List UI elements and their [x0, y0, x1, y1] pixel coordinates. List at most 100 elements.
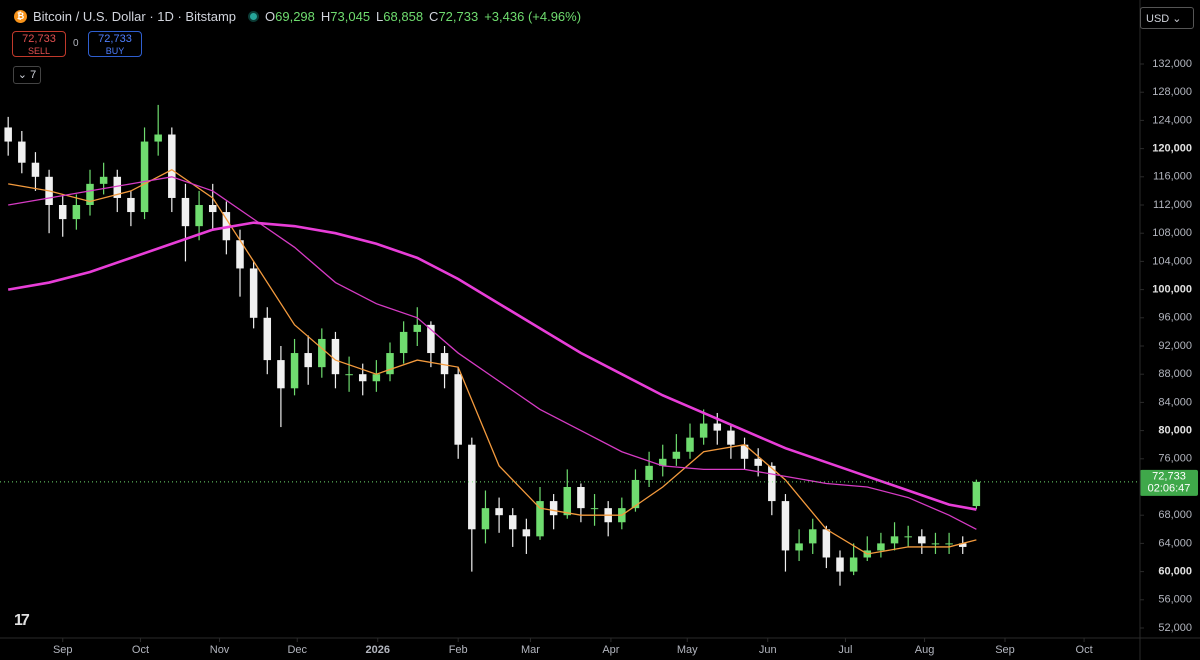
ohlc-value: 72,733: [438, 9, 479, 24]
candle-body: [686, 437, 694, 452]
candle-body: [918, 536, 926, 544]
ohlc-key: L: [376, 9, 384, 24]
x-tick-label: Mar: [521, 644, 540, 656]
ohlc-value: 73,045: [330, 9, 371, 24]
candle-body: [495, 508, 503, 516]
x-tick-label: Sep: [995, 644, 1015, 656]
y-tick-label: 80,000: [1158, 425, 1192, 437]
candle-body: [31, 162, 40, 177]
spread: 0: [73, 38, 79, 49]
candle-body: [154, 134, 162, 142]
y-tick-label: 52,000: [1158, 622, 1192, 634]
candle-body: [113, 176, 122, 198]
ohlc-value: 68,858: [383, 9, 424, 24]
candle-body: [727, 430, 735, 445]
candle-body: [808, 529, 817, 544]
candle-body: [795, 543, 803, 551]
y-tick-label: 128,000: [1152, 86, 1192, 98]
candle-body: [72, 205, 81, 220]
candle-body: [522, 529, 531, 537]
x-tick-label: Oct: [1076, 644, 1093, 656]
candle-body: [99, 176, 108, 184]
candle-body: [972, 481, 981, 507]
coin-icon: ₿: [14, 10, 27, 23]
candle-body: [440, 353, 449, 375]
candle-body: [836, 557, 844, 572]
candle-body: [740, 444, 749, 459]
status-dot: [248, 11, 259, 22]
ohlc: O69,298 H73,045 L68,858 C72,733: [265, 9, 478, 24]
candle-body: [181, 197, 190, 227]
candle-body: [563, 486, 572, 516]
y-tick-label: 120,000: [1152, 143, 1192, 155]
y-tick-label: 108,000: [1152, 227, 1192, 239]
x-tick-label: Sep: [53, 644, 73, 656]
ohlc-key: C: [429, 9, 439, 24]
candle-body: [208, 205, 217, 213]
candle-body: [427, 324, 435, 354]
x-tick-label: Oct: [132, 644, 149, 656]
ohlc-item: C72,733: [429, 9, 478, 24]
y-tick-label: 132,000: [1152, 58, 1192, 70]
x-tick-label: May: [677, 644, 698, 656]
plot-layer: [0, 104, 1140, 586]
candle-body: [18, 141, 26, 163]
buy-label: BUY: [105, 46, 125, 56]
symbol[interactable]: Bitcoin / U.S. Dollar · 1D · Bitstamp: [33, 9, 236, 24]
candle-body: [877, 543, 885, 551]
candle-body: [672, 451, 681, 459]
candle-body: [931, 543, 940, 545]
buy-button[interactable]: 72,733 BUY: [88, 31, 142, 57]
last-price-label: 72,733: [1152, 471, 1186, 483]
candle-body: [658, 458, 667, 466]
sell-label: SELL: [27, 46, 51, 56]
candle-body: [277, 360, 285, 389]
candle-body: [58, 205, 67, 220]
candle-body: [290, 353, 299, 389]
ohlc-item: L68,858: [376, 9, 423, 24]
candle-body: [386, 353, 394, 375]
candle-body: [781, 501, 790, 551]
candle-body: [358, 374, 367, 382]
candle-body: [263, 317, 272, 361]
change: +3,436 (+4.96%): [484, 9, 582, 24]
candle-body: [304, 353, 312, 368]
candle-body: [249, 268, 258, 318]
y-tick-label: 64,000: [1158, 537, 1192, 549]
sell-button[interactable]: 72,733 SELL: [12, 31, 66, 57]
x-tick-label: Feb: [449, 644, 468, 656]
candle-body: [318, 338, 326, 368]
candle-body: [372, 374, 381, 382]
y-tick-label: 84,000: [1158, 396, 1192, 408]
ohlc-item: H73,045: [321, 9, 370, 24]
sell-price: 72,733: [22, 33, 56, 45]
candle-body: [890, 536, 899, 544]
candle-body: [754, 458, 762, 466]
candle-body: [236, 240, 244, 269]
currency-select[interactable]: USD ⌄: [1140, 7, 1194, 29]
candle-body: [631, 479, 640, 509]
indicators-count: 7: [30, 69, 37, 81]
y-tick-label: 88,000: [1158, 368, 1192, 380]
indicators-toggle[interactable]: ⌄ 7: [13, 66, 41, 84]
candle-body: [168, 134, 176, 198]
candle-body: [195, 205, 203, 227]
currency: USD: [1146, 13, 1170, 25]
candle-body: [699, 423, 708, 438]
x-tick-label: Jul: [838, 644, 852, 656]
y-tick-label: 60,000: [1158, 565, 1192, 577]
candle-body: [577, 486, 585, 509]
x-tick-label: Nov: [210, 644, 230, 656]
ohlc-key: O: [265, 9, 276, 24]
x-tick-label: Aug: [915, 644, 935, 656]
candle-body: [645, 465, 653, 480]
last-price-box: [1140, 469, 1198, 496]
x-tick-label: Dec: [287, 644, 307, 656]
candle-body: [849, 557, 858, 572]
moving-average: [8, 176, 977, 530]
ohlc-value: 69,298: [275, 9, 315, 24]
candle-body: [468, 444, 476, 530]
y-tick-label: 92,000: [1158, 340, 1192, 352]
